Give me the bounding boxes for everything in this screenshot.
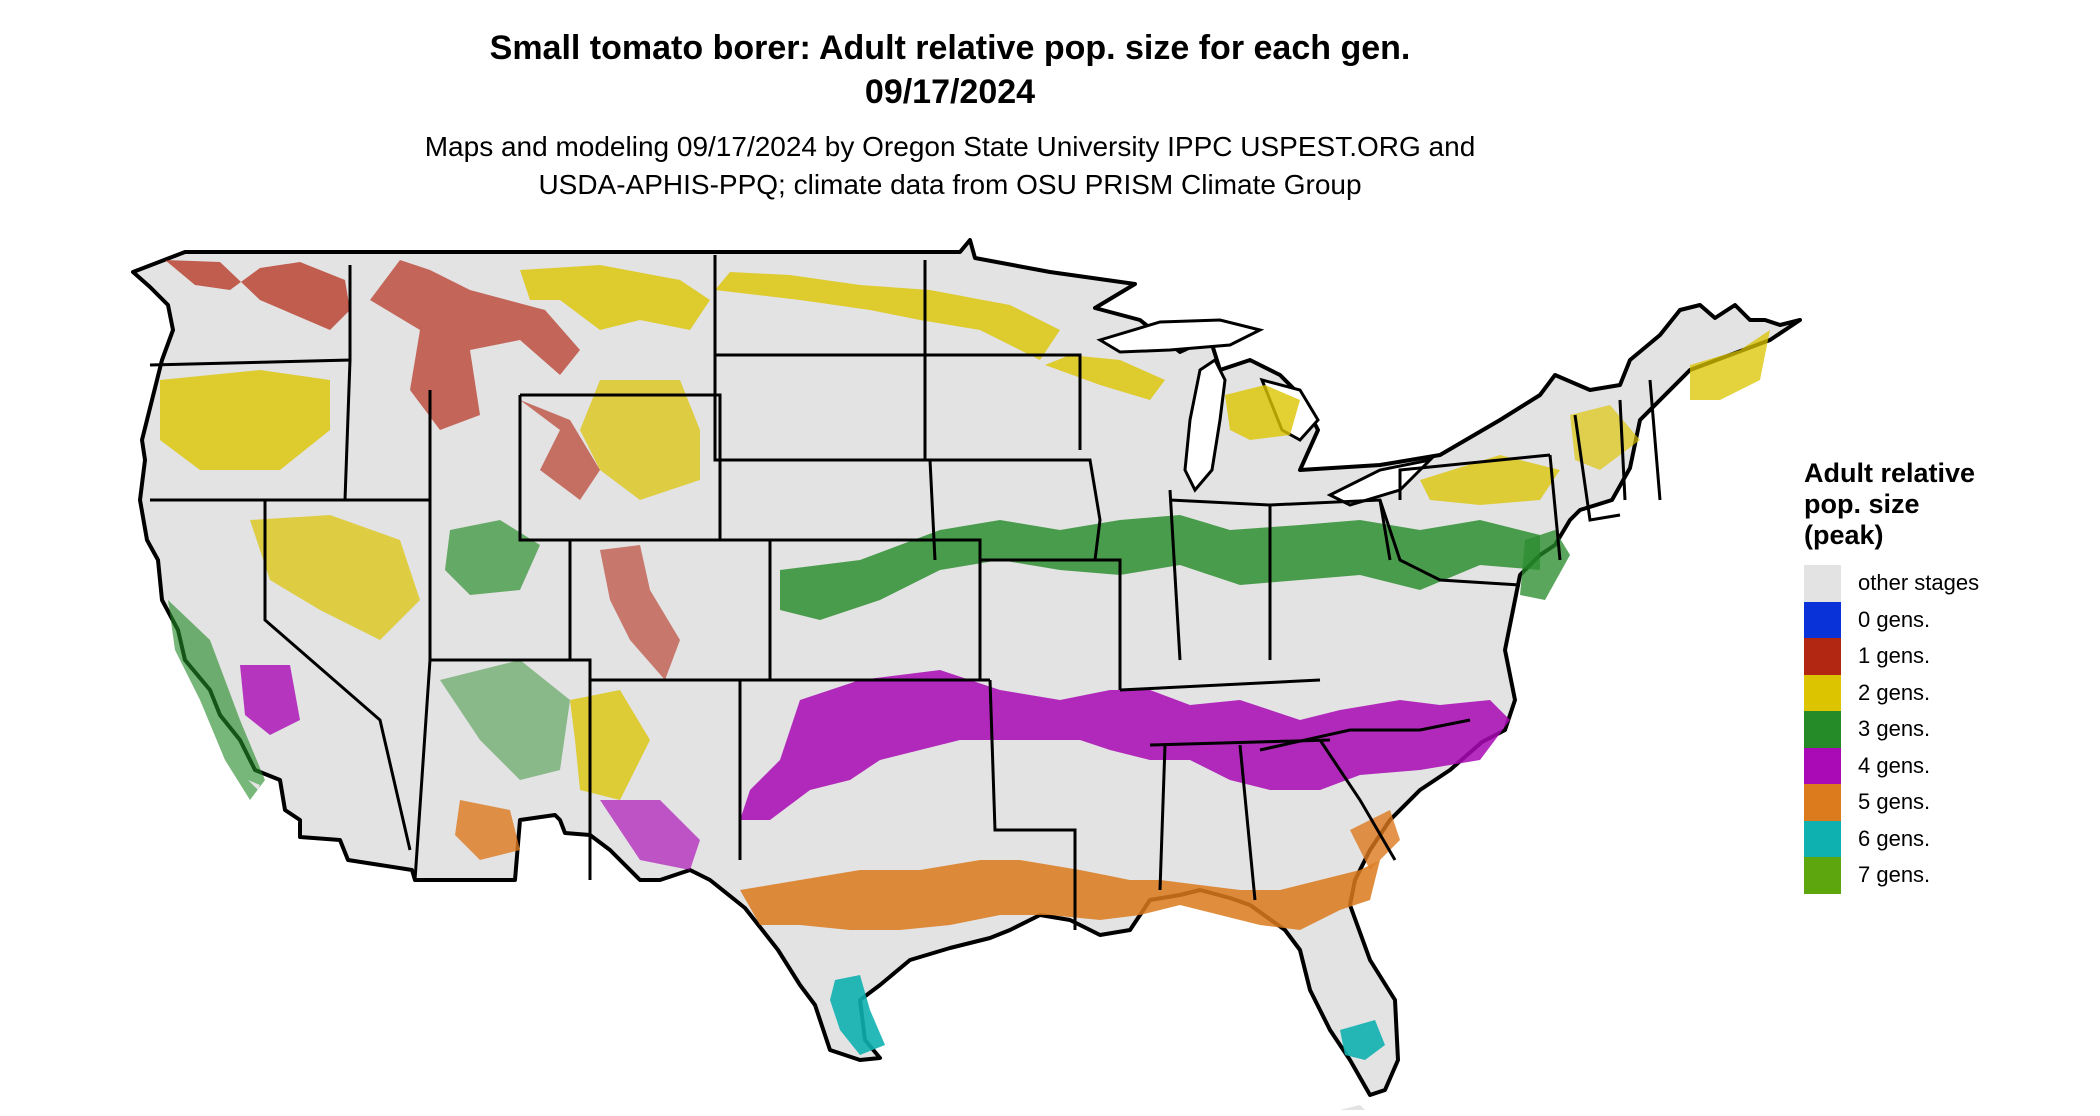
legend-item: 6 gens. — [1804, 820, 2064, 857]
legend-swatch — [1804, 747, 1841, 784]
legend-swatch — [1804, 711, 1841, 748]
lake-michigan — [1183, 357, 1227, 493]
band-2-gen-wisconsin — [1045, 355, 1165, 400]
band-5-gen-atlantic-coast — [1350, 810, 1400, 870]
band-1-gen-idaho-montana — [370, 260, 580, 430]
legend-swatch — [1804, 601, 1841, 638]
band-2-gen-michigan — [1225, 385, 1300, 440]
band-2-gen-montana — [520, 265, 710, 330]
band-2-gen-nevada-utah — [250, 515, 420, 640]
legend-item: 1 gens. — [1804, 638, 2064, 675]
legend-item: other stages — [1804, 565, 2064, 602]
coastal-islands — [248, 780, 1365, 1110]
map-title: Small tomato borer: Adult relative pop. … — [0, 26, 1900, 114]
band-2-gen-oregon — [160, 370, 330, 470]
lake-superior — [1096, 318, 1265, 354]
map-subtitle: Maps and modeling 09/17/2024 by Oregon S… — [0, 128, 1900, 204]
band-3-gen-new-jersey — [1520, 530, 1570, 600]
legend-label: 3 gens. — [1858, 716, 1931, 742]
band-4-gen-southern-belt — [740, 670, 1510, 820]
legend-label: 6 gens. — [1858, 825, 1931, 851]
band-4-gen-california — [240, 665, 300, 735]
band-2-gen-maine — [1690, 330, 1770, 400]
legend: Adult relative pop. size (peak) other st… — [1804, 458, 2064, 894]
legend-item: 3 gens. — [1804, 711, 2064, 748]
band-2-gen-north-dakota — [715, 272, 1060, 360]
subtitle-line-2: USDA-APHIS-PPQ; climate data from OSU PR… — [538, 169, 1362, 200]
legend-swatch — [1804, 565, 1841, 602]
band-3-gen-california — [168, 600, 265, 800]
legend-item: 4 gens. — [1804, 747, 2064, 784]
legend-swatch — [1804, 638, 1841, 675]
band-2-gen-wyoming — [580, 380, 700, 500]
legend-label: 2 gens. — [1858, 679, 1931, 705]
legend-swatch — [1804, 674, 1841, 711]
legend-swatch — [1804, 820, 1841, 857]
band-4-gen-arizona — [600, 800, 700, 870]
legend-label: 5 gens. — [1858, 789, 1931, 815]
legend-label: 4 gens. — [1858, 752, 1931, 778]
band-5-gen-gulf-belt — [740, 860, 1380, 930]
legend-item: 7 gens. — [1804, 857, 2064, 894]
legend-item: 2 gens. — [1804, 674, 2064, 711]
band-1-gen-colorado — [600, 545, 680, 680]
state-borders — [149, 255, 1662, 930]
legend-item: 0 gens. — [1804, 601, 2064, 638]
legend-label: 7 gens. — [1858, 862, 1931, 888]
legend-title: Adult relative pop. size (peak) — [1804, 458, 1976, 550]
band-5-gen-arizona — [455, 800, 520, 860]
legend-label: 0 gens. — [1858, 606, 1931, 632]
us-landmass — [131, 238, 1802, 1097]
subtitle-line-1: Maps and modeling 09/17/2024 by Oregon S… — [424, 131, 1476, 162]
band-6-gen-south-texas — [830, 975, 885, 1055]
title-date: 09/17/2024 — [864, 73, 1036, 111]
legend-label: other stages — [1858, 570, 1980, 596]
legend-swatch — [1804, 784, 1841, 821]
band-3-gen-colorado — [445, 520, 540, 595]
band-6-gen-south-florida — [1340, 1020, 1385, 1060]
title-line-1: Small tomato borer: Adult relative pop. … — [489, 29, 1411, 67]
band-1-gen-washington — [165, 260, 350, 330]
lake-erie — [1326, 457, 1435, 507]
band-1-gen-wyoming — [520, 400, 600, 500]
band-2-gen-new-york — [1420, 455, 1560, 505]
legend-swatch — [1804, 857, 1841, 894]
legend-items: other stages 0 gens. 1 gens. 2 gens. 3 g… — [1804, 565, 2064, 894]
legend-item: 5 gens. — [1804, 784, 2064, 821]
band-3-gen-arizona — [440, 660, 570, 780]
legend-label: 1 gens. — [1858, 643, 1931, 669]
